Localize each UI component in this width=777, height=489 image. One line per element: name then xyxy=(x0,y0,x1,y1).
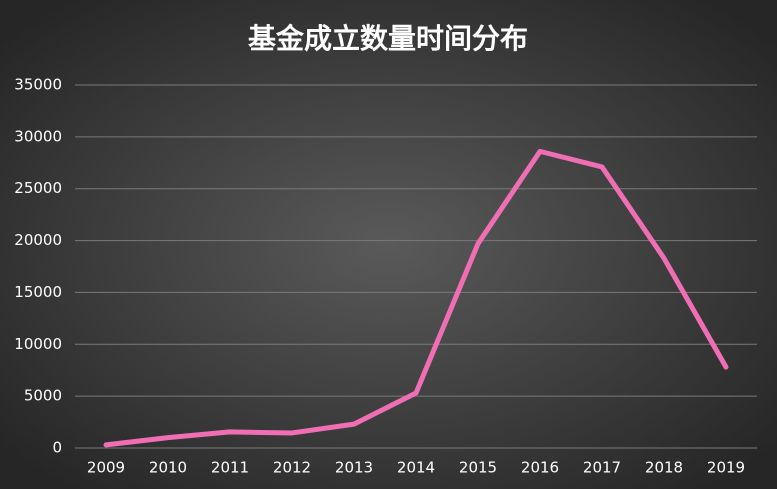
y-tick-label: 30000 xyxy=(14,127,62,145)
x-tick-label: 2013 xyxy=(335,459,373,477)
y-tick-label: 5000 xyxy=(24,387,62,405)
y-tick-label: 20000 xyxy=(14,231,62,249)
x-tick-label: 2014 xyxy=(397,459,435,477)
y-tick-label: 10000 xyxy=(14,335,62,353)
y-tick-label: 0 xyxy=(52,439,62,457)
x-tick-label: 2009 xyxy=(87,459,125,477)
y-tick-label: 15000 xyxy=(14,283,62,301)
x-tick-label: 2018 xyxy=(645,459,683,477)
x-tick-label: 2011 xyxy=(211,459,249,477)
x-tick-label: 2010 xyxy=(149,459,187,477)
y-tick-label: 25000 xyxy=(14,179,62,197)
data-line xyxy=(103,148,729,448)
x-tick-label: 2016 xyxy=(521,459,559,477)
chart-title: 基金成立数量时间分布 xyxy=(248,22,528,55)
x-tick-label: 2012 xyxy=(273,459,311,477)
x-tick-label: 2017 xyxy=(583,459,621,477)
y-tick-label: 35000 xyxy=(14,76,62,94)
x-tick-label: 2015 xyxy=(459,459,497,477)
x-tick-label: 2019 xyxy=(707,459,745,477)
